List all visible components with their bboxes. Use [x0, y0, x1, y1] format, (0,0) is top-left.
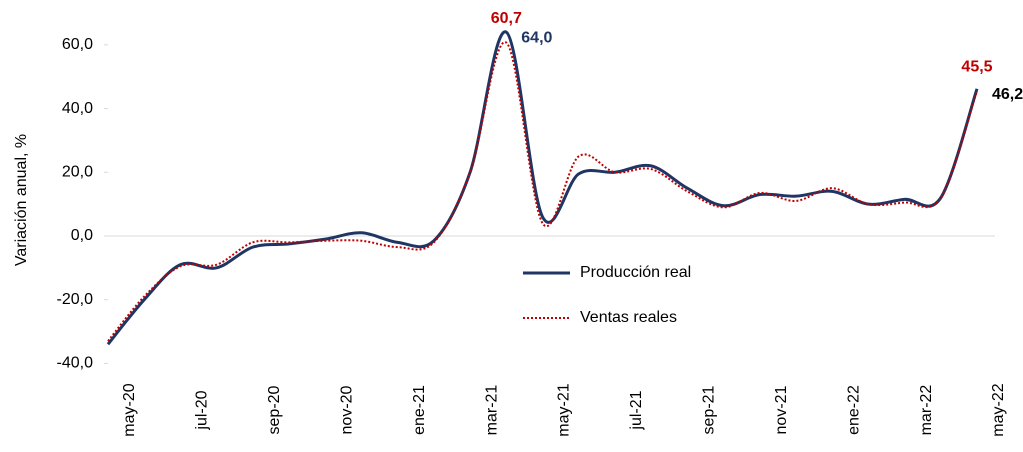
legend-label: Producción real [580, 264, 691, 281]
x-tick-label: ene-22 [845, 385, 862, 435]
value-label: 45,5 [961, 58, 992, 75]
x-tick-label: nov-20 [338, 385, 355, 434]
x-tick-label: may-20 [121, 383, 138, 436]
x-tick-label: may-21 [556, 383, 573, 436]
y-axis-label: Variación anual, % [13, 134, 30, 266]
series-line [107, 41, 978, 342]
x-tick-label: jul-21 [628, 390, 645, 430]
x-tick-label: jul-20 [194, 390, 211, 430]
series-line [106, 30, 979, 346]
x-tick-label: mar-21 [483, 385, 500, 436]
value-label: 46,2 [992, 86, 1023, 103]
y-tick-label: -20,0 [57, 291, 94, 308]
x-tick-label: mar-22 [918, 385, 935, 436]
x-tick-label: may-22 [990, 383, 1007, 436]
y-tick-label: 0,0 [71, 227, 93, 244]
value-label: 64,0 [521, 29, 552, 46]
x-tick-label: nov-21 [773, 385, 790, 434]
x-tick-label: ene-21 [411, 385, 428, 435]
value-label: 60,7 [491, 10, 522, 27]
x-tick-label: sep-21 [701, 385, 718, 434]
x-tick-label: sep-20 [266, 385, 283, 434]
y-tick-label: 40,0 [62, 100, 93, 117]
y-tick-label: -40,0 [57, 355, 94, 372]
y-tick-label: 20,0 [62, 163, 93, 180]
y-tick-label: 60,0 [62, 36, 93, 53]
legend-label: Ventas reales [580, 309, 677, 326]
